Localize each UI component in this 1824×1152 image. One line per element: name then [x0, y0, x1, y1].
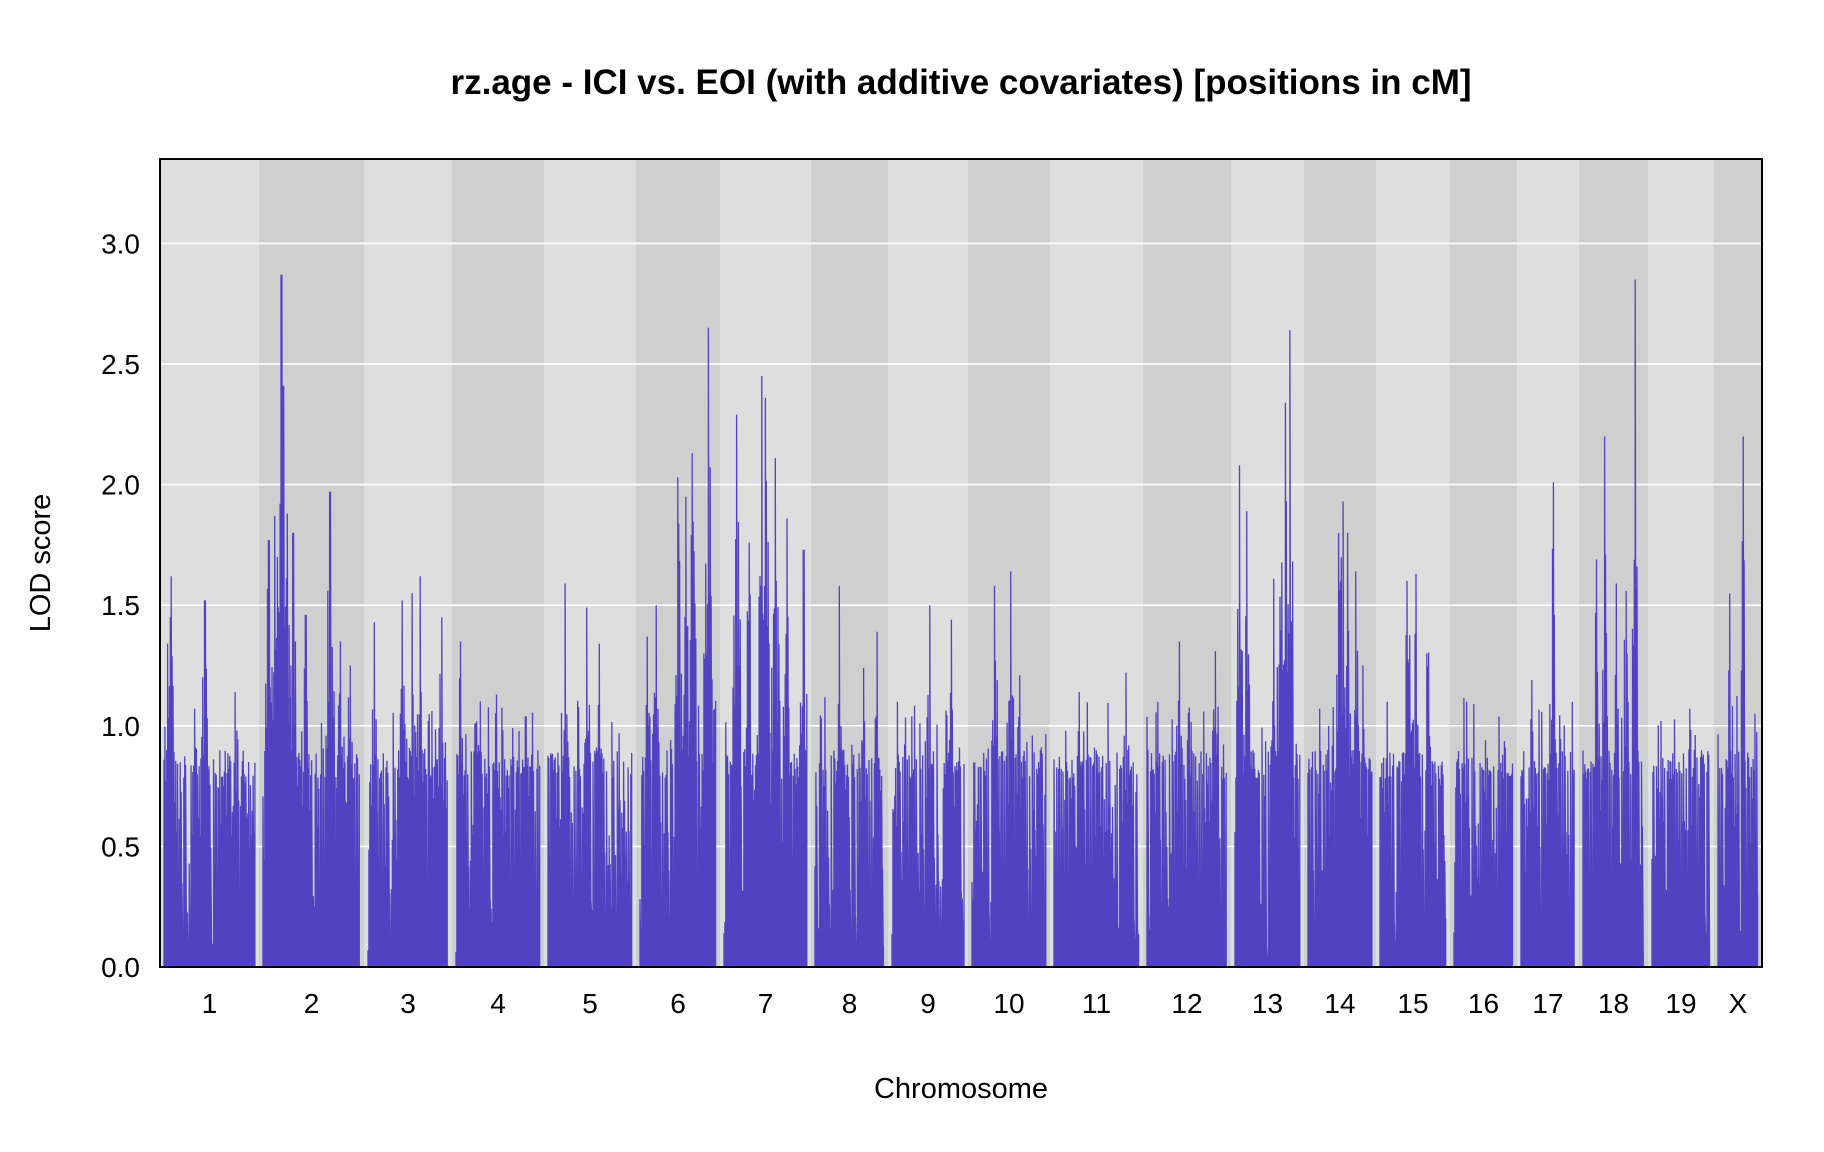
y-tick-label: 0.5 — [101, 831, 140, 862]
lod-curve-chr-9 — [891, 605, 965, 968]
x-tick-label: 14 — [1324, 988, 1355, 1019]
x-tick-label: 9 — [920, 988, 936, 1019]
x-tick-label: 13 — [1252, 988, 1283, 1019]
y-axis: 0.0 0.5 1.0 1.5 2.0 2.5 3.0 — [101, 228, 140, 983]
y-tick-label: 1.0 — [101, 711, 140, 742]
y-tick-label: 2.0 — [101, 470, 140, 501]
y-tick-label: 3.0 — [101, 228, 140, 259]
x-tick-label: 1 — [202, 988, 218, 1019]
lod-curve-chr-2 — [262, 274, 360, 968]
y-tick-label: 1.5 — [101, 590, 140, 621]
chart-title: rz.age - ICI vs. EOI (with additive cova… — [450, 63, 1471, 102]
x-tick-label: 16 — [1468, 988, 1499, 1019]
lod-curve-chr-3 — [367, 576, 448, 968]
x-axis-label: Chromosome — [874, 1073, 1048, 1105]
x-tick-label: 4 — [490, 988, 506, 1019]
y-axis-label: LOD score — [25, 494, 57, 633]
lod-curve-chr-18 — [1582, 279, 1644, 968]
lod-curve-chr-12 — [1146, 641, 1227, 968]
y-tick-label: 2.5 — [101, 349, 140, 380]
lod-curve-chr-X — [1717, 436, 1759, 968]
x-tick-label: 11 — [1082, 988, 1111, 1019]
lod-curve-chr-17 — [1520, 482, 1575, 968]
y-tick-label: 0.0 — [101, 952, 140, 983]
lod-curve-chr-10 — [971, 571, 1047, 968]
lod-curve-chr-6 — [639, 327, 717, 968]
lod-curve-chr-16 — [1453, 697, 1514, 968]
x-tick-label: 17 — [1532, 988, 1563, 1019]
x-axis: 1 2 3 4 5 6 7 8 9 10 11 12 13 14 15 16 17 18 19 X — [202, 988, 1748, 1019]
lod-curve-chr-7 — [723, 376, 808, 968]
x-tick-label: 10 — [993, 988, 1024, 1019]
lod-curve-chr-19 — [1651, 708, 1711, 968]
x-tick-label: 8 — [842, 988, 858, 1019]
plot-frame — [159, 158, 1763, 968]
lod-curve-chr-14 — [1307, 501, 1373, 968]
x-tick-label: 5 — [582, 988, 598, 1019]
x-tick-label: 3 — [400, 988, 416, 1019]
x-tick-label: 2 — [304, 988, 320, 1019]
x-tick-label: 7 — [758, 988, 774, 1019]
lod-curve-chr-15 — [1379, 573, 1447, 968]
lod-curve-chr-11 — [1053, 672, 1140, 968]
x-tick-label: 6 — [670, 988, 686, 1019]
lod-curve-chr-5 — [547, 583, 633, 968]
lod-curves — [163, 274, 1759, 968]
x-tick-label: 12 — [1171, 988, 1202, 1019]
x-tick-label: 19 — [1665, 988, 1696, 1019]
x-tick-label: 18 — [1598, 988, 1629, 1019]
lod-curve-chr-4 — [455, 641, 541, 968]
lod-curve-chr-8 — [814, 585, 885, 968]
x-tick-label: X — [1729, 988, 1748, 1019]
lod-curve-chr-13 — [1234, 330, 1301, 968]
x-tick-label: 15 — [1397, 988, 1428, 1019]
